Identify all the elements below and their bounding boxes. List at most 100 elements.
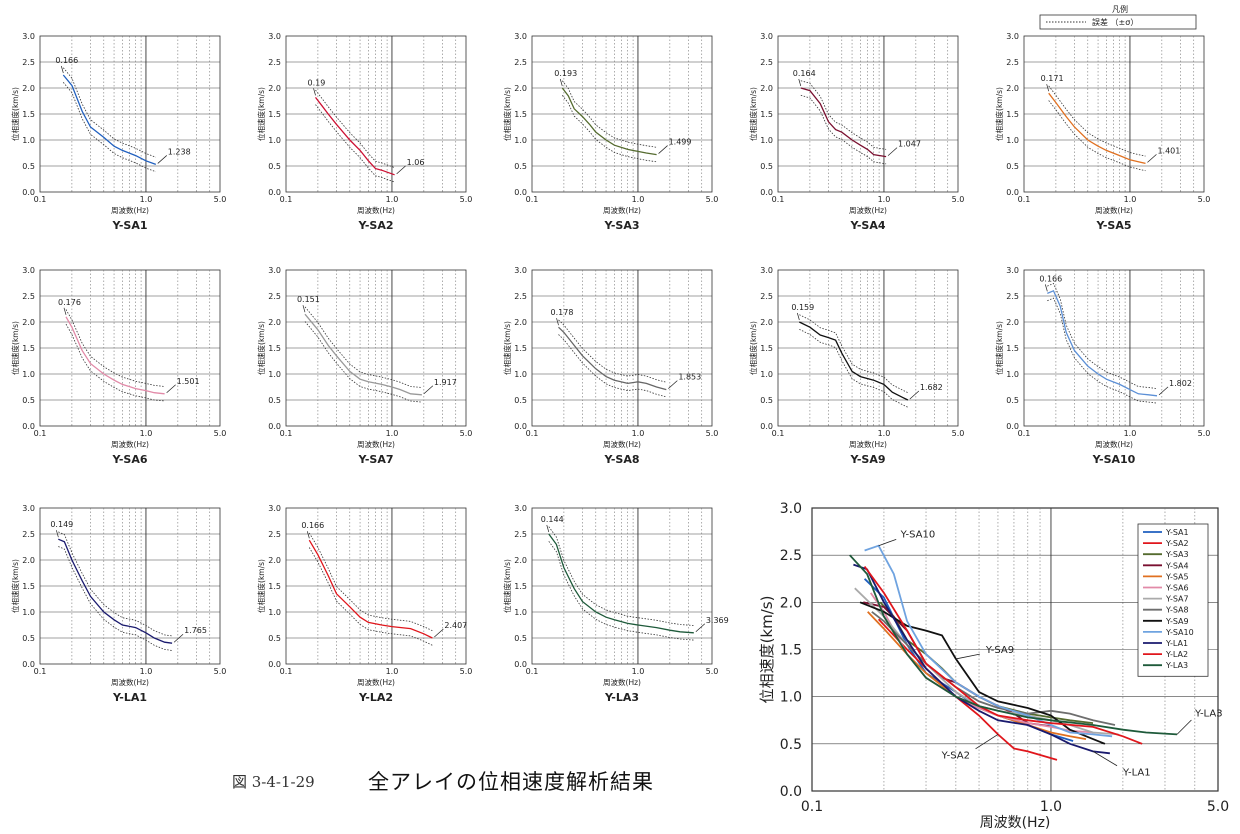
legend-entry: Y-SA7	[1165, 595, 1189, 604]
y-tick-label: 2.0	[1006, 84, 1019, 93]
x-axis-label: 周波数(Hz)	[603, 677, 641, 687]
lower-sigma-line	[62, 82, 156, 173]
start-frequency-label: 0.144	[541, 515, 564, 524]
y-tick-label: 1.5	[514, 344, 527, 353]
x-tick-label: 0.1	[1018, 195, 1031, 204]
x-axis-label: 周波数(Hz)	[357, 677, 395, 687]
series-line-y-sa1	[62, 74, 157, 166]
y-axis-label: 位相速度(km/s)	[502, 321, 512, 375]
upper-sigma-line	[308, 532, 433, 632]
y-tick-label: 3.0	[1006, 266, 1019, 275]
y-tick-label: 3.0	[514, 266, 527, 275]
y-tick-label: 0.5	[514, 396, 527, 405]
x-tick-label: 5.0	[952, 195, 965, 204]
y-tick-label: 0.0	[514, 188, 527, 197]
y-tick-label: 2.5	[760, 58, 773, 67]
y-tick-label: 3.0	[780, 501, 802, 517]
chart-y-sa7: 0.0 0.5 1.0 1.5 2.0 2.5 3.0 0.1 1.0 5.0 周波数(Hz) 位相速…	[256, 266, 472, 466]
annotation-arrow	[1046, 84, 1050, 92]
chart-title: Y-SA3	[603, 219, 639, 232]
y-tick-label: 2.0	[22, 556, 35, 565]
x-tick-label: 5.0	[1198, 195, 1211, 204]
chart-title: Y-SA5	[1095, 219, 1131, 232]
y-tick-label: 3.0	[22, 266, 35, 275]
y-tick-label: 0.0	[22, 660, 35, 669]
annotation-arrow	[798, 78, 802, 87]
y-tick-label: 3.0	[1006, 32, 1019, 41]
lower-sigma-line	[304, 321, 422, 403]
y-tick-label: 1.5	[22, 110, 35, 119]
chart-title: Y-SA6	[111, 453, 147, 466]
y-tick-label: 1.0	[22, 608, 35, 617]
x-tick-label: 0.1	[1018, 429, 1031, 438]
y-tick-label: 2.5	[780, 548, 802, 564]
x-tick-label: 5.0	[706, 195, 719, 204]
y-tick-label: 2.5	[268, 530, 281, 539]
upper-sigma-line	[62, 67, 156, 158]
upper-sigma-line	[315, 89, 395, 168]
series-line-y-sa6	[65, 316, 165, 395]
chart-y-sa8: 0.0 0.5 1.0 1.5 2.0 2.5 3.0 0.1 1.0 5.0 周波数(Hz) 位相速…	[502, 266, 718, 466]
y-tick-label: 1.0	[268, 370, 281, 379]
y-tick-label: 2.5	[268, 58, 281, 67]
end-frequency-label: 1.238	[168, 147, 191, 156]
x-tick-label: 0.1	[280, 195, 293, 204]
series-line-y-sa9	[799, 321, 909, 401]
lower-sigma-line	[1047, 297, 1158, 404]
x-tick-label: 1.0	[1124, 195, 1137, 204]
start-frequency-label: 0.151	[297, 295, 320, 304]
chart-title: Y-LA2	[358, 691, 393, 704]
series-callout: Y-LA1	[1122, 767, 1151, 778]
series-line-y-sa2	[314, 97, 395, 176]
chart-y-la2: 0.0 0.5 1.0 1.5 2.0 2.5 3.0 0.1 1.0 5.0 周波数(Hz) 位相速…	[256, 504, 472, 704]
legend-entry: Y-SA9	[1165, 617, 1189, 626]
x-axis-label: 周波数(Hz)	[849, 205, 887, 215]
y-tick-label: 0.0	[268, 188, 281, 197]
annotation-arrow	[302, 305, 306, 313]
series-line-y-la3	[548, 533, 694, 634]
legend-entry: Y-LA3	[1165, 661, 1188, 670]
x-tick-label: 5.0	[460, 195, 473, 204]
x-tick-label: 1.0	[1124, 429, 1137, 438]
x-tick-label: 1.0	[386, 195, 399, 204]
x-tick-label: 5.0	[1198, 429, 1211, 438]
legend-entry: Y-LA2	[1165, 650, 1188, 659]
annotation-arrow	[60, 65, 64, 74]
y-tick-label: 2.0	[268, 84, 281, 93]
y-tick-label: 2.0	[760, 84, 773, 93]
x-tick-label: 0.1	[801, 799, 823, 815]
x-tick-label: 0.1	[280, 667, 293, 676]
y-tick-label: 3.0	[268, 504, 281, 513]
chart-y-sa2: 0.0 0.5 1.0 1.5 2.0 2.5 3.0 0.1 1.0 5.0 周波数(Hz) 位相速…	[256, 32, 472, 232]
y-axis-label: 位相速度(km/s)	[10, 321, 20, 375]
chart-y-la3: 0.0 0.5 1.0 1.5 2.0 2.5 3.0 0.1 1.0 5.0 周波数(Hz) 位相速…	[502, 504, 729, 704]
x-axis-label: 周波数(Hz)	[111, 205, 149, 215]
x-axis-label: 周波数(Hz)	[357, 205, 395, 215]
legend-entry-sigma: 誤差 （±σ）	[1092, 17, 1138, 27]
annotation-arrow	[658, 145, 668, 154]
lower-sigma-line	[58, 546, 173, 651]
y-tick-label: 1.5	[1006, 110, 1019, 119]
x-axis-label: 周波数(Hz)	[849, 439, 887, 449]
annotation-arrow	[909, 390, 920, 400]
y-tick-label: 0.5	[22, 396, 35, 405]
annotation-arrow	[173, 633, 184, 643]
y-tick-label: 1.0	[22, 136, 35, 145]
x-tick-label: 1.0	[632, 195, 645, 204]
series-line-y-sa8	[558, 326, 667, 391]
y-tick-label: 2.5	[22, 292, 35, 301]
annotation-arrow	[668, 380, 678, 389]
x-axis-label: 周波数(Hz)	[111, 677, 149, 687]
chart-title: Y-SA9	[849, 453, 885, 466]
y-tick-label: 0.5	[268, 162, 281, 171]
y-axis-label: 位相速度(km/s)	[748, 321, 758, 375]
y-tick-label: 1.0	[760, 370, 773, 379]
y-tick-label: 0.0	[22, 422, 35, 431]
y-tick-label: 0.0	[514, 422, 527, 431]
series-line-y-sa5	[1048, 92, 1146, 165]
chart-title: Y-LA3	[604, 691, 639, 704]
end-frequency-label: 1.06	[407, 158, 425, 167]
chart-title: Y-SA1	[111, 219, 147, 232]
y-tick-label: 1.5	[22, 582, 35, 591]
legend-entry: Y-SA6	[1165, 584, 1189, 593]
